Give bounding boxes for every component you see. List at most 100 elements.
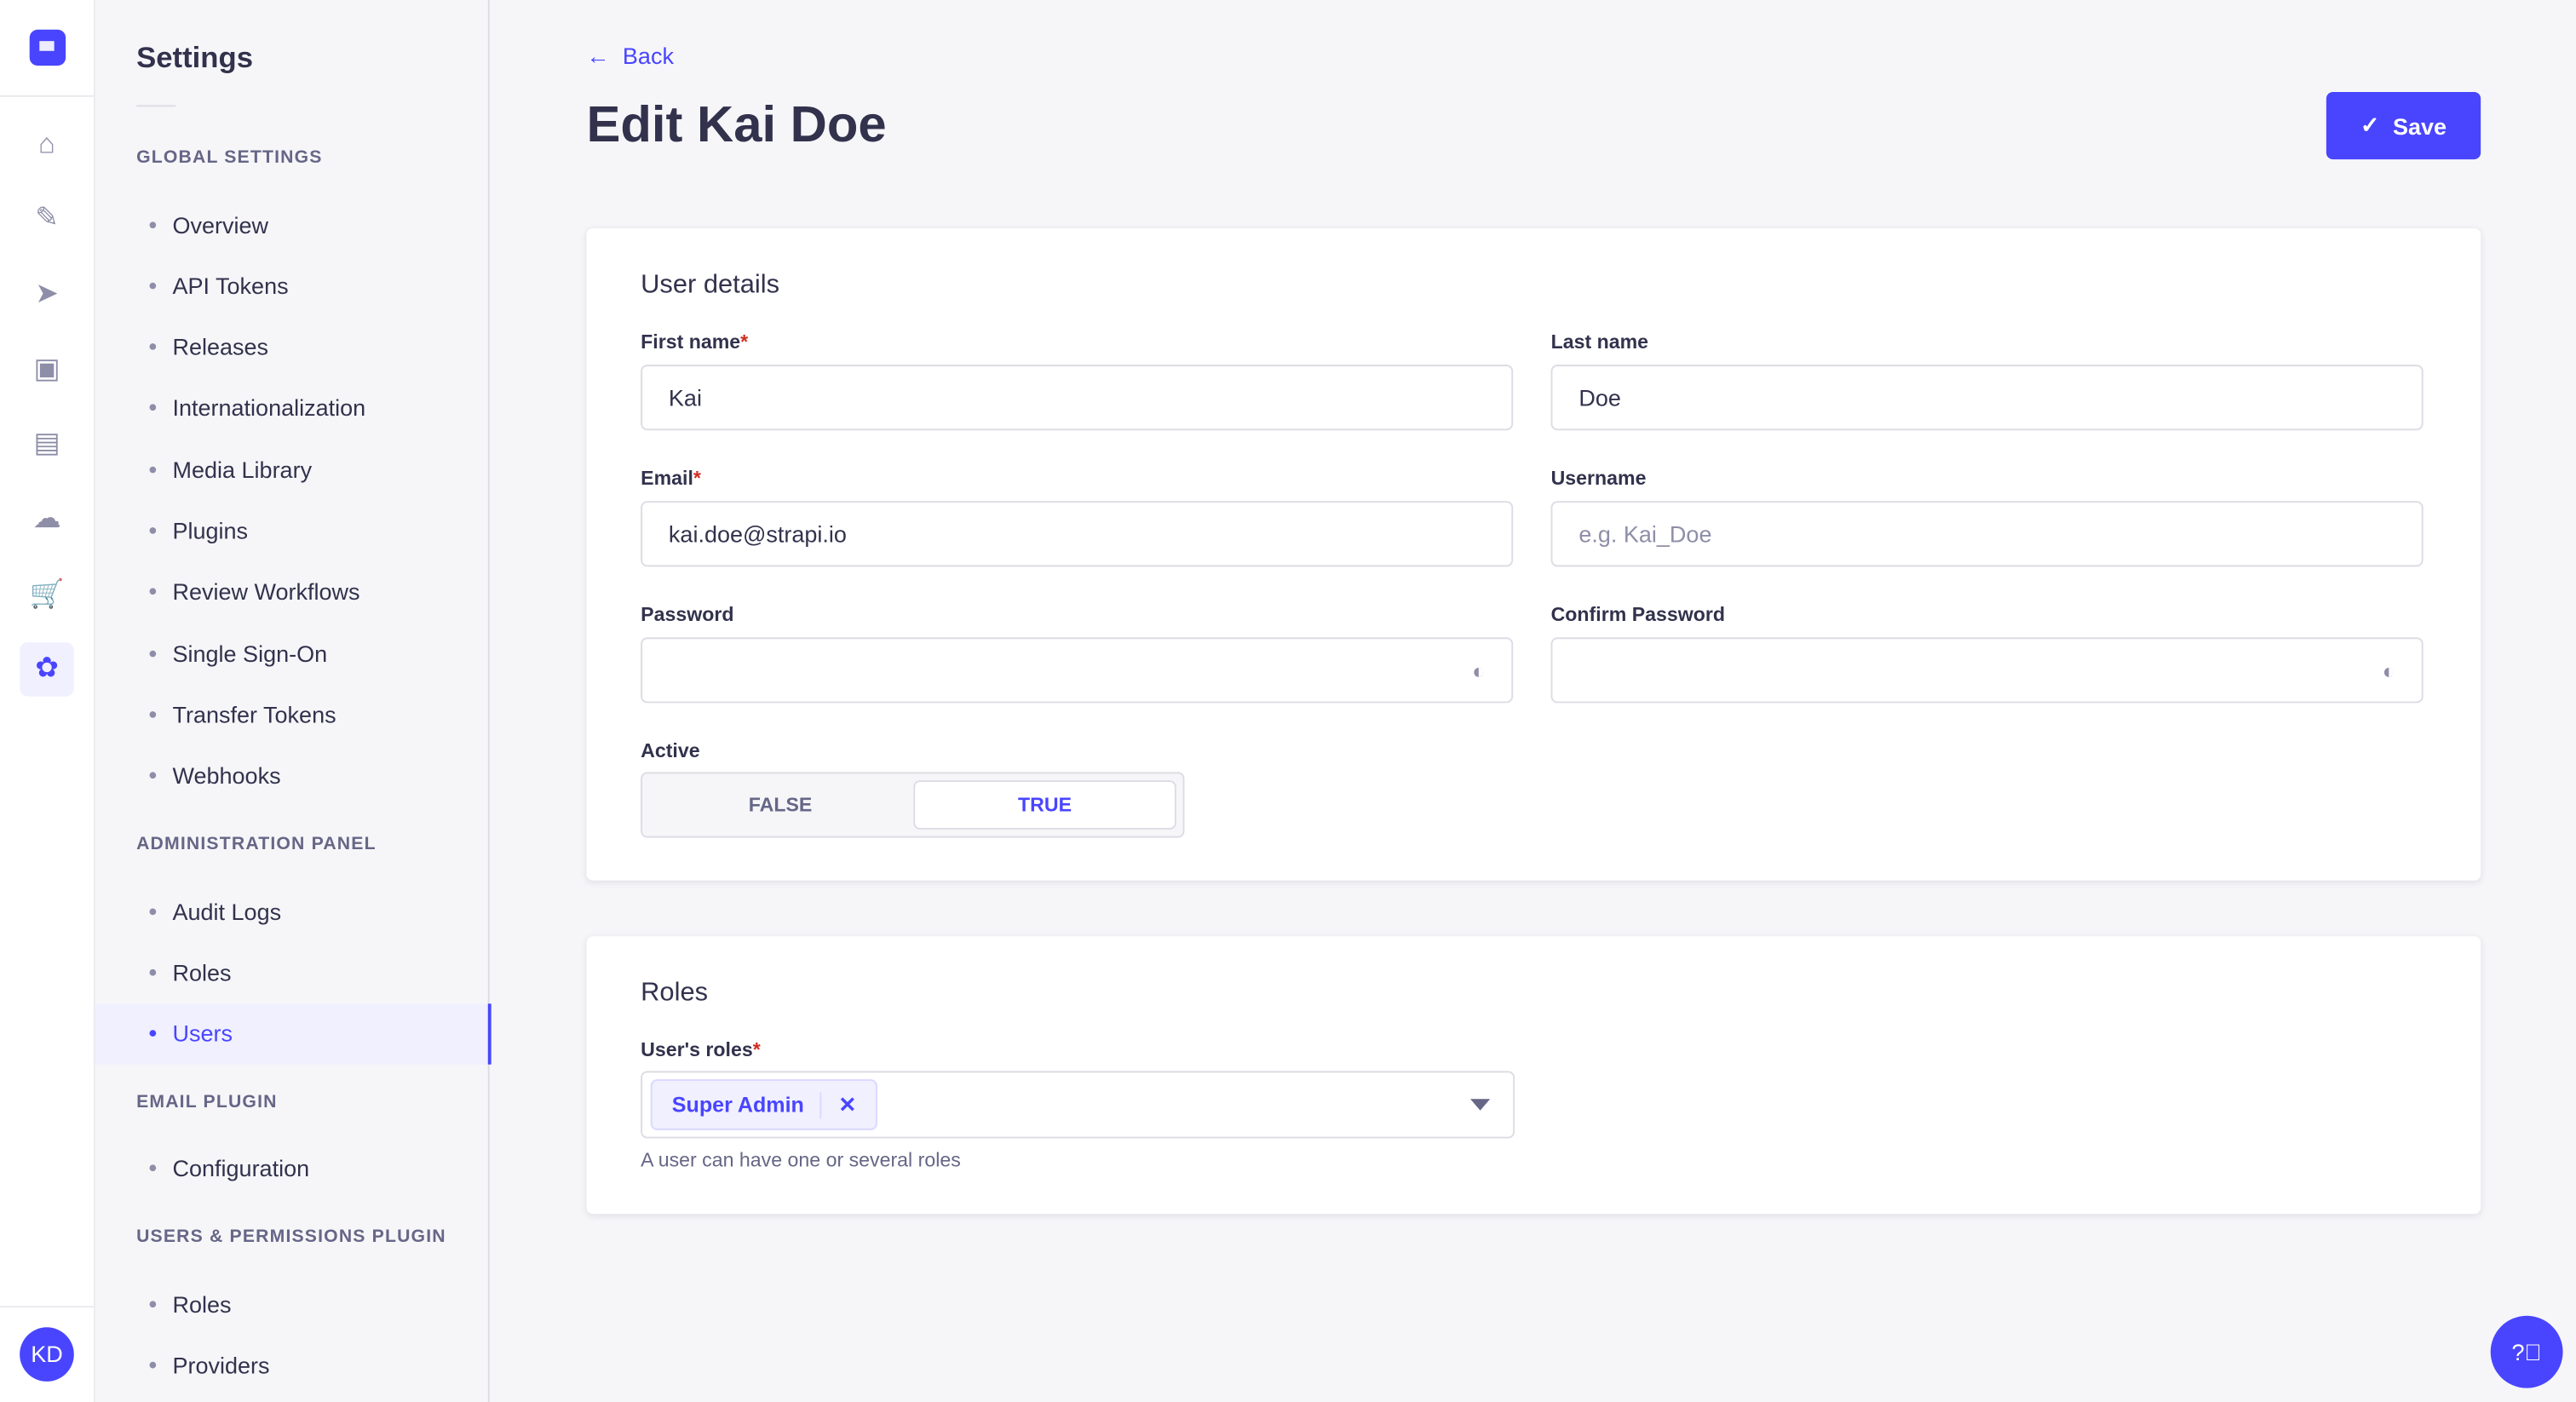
email-label: Email* [641,466,701,490]
username-label: Username [1550,466,1647,490]
subnav-item-label: Providers [172,1352,270,1379]
subnav-item-label: Audit Logs [172,897,282,924]
bullet-icon [149,527,157,534]
bullet-icon [149,1361,157,1369]
divider [136,105,176,107]
subnav-title: Settings [136,41,254,74]
password-input[interactable]: ◐ [641,637,1514,704]
divider [0,95,94,97]
subnav-item-providers[interactable]: Providers [95,1335,488,1395]
bullet-icon [149,710,157,718]
paper-plane-icon[interactable]: ➤ [35,277,59,309]
roles-label: User's roles* [641,1037,761,1061]
toggle-true[interactable]: TRUE [913,780,1176,830]
email-input[interactable]: kai.doe@strapi.io [641,501,1514,567]
subnav-item-label: Overview [172,210,269,238]
roles-hint: A user can have one or several roles [641,1148,961,1172]
subnav-item-label: Internationalization [172,394,366,422]
subnav-item-label: Webhooks [172,762,281,790]
cart-icon[interactable]: 🛒 [29,577,65,609]
subnav-item-label: Users [172,1020,233,1047]
subnav-section-label: EMAIL PLUGIN [136,1092,278,1112]
section-heading: Roles [641,979,709,1008]
subnav-item-audit-logs[interactable]: Audit Logs [95,881,488,941]
subnav-item-configuration[interactable]: Configuration [95,1138,488,1198]
subnav-item-overview[interactable]: Overview [95,194,488,255]
strapi-logo[interactable] [29,29,66,66]
subnav-section-label: ADMINISTRATION PANEL [136,834,377,854]
subnav-item-label: Roles [172,958,232,985]
subnav-item-roles[interactable]: Roles [95,1273,488,1334]
subnav-item-label: Roles [172,1290,232,1318]
subnav-item-review-workflows[interactable]: Review Workflows [95,561,488,622]
help-button[interactable]: ?⃝ [2490,1315,2563,1388]
subnav-item-webhooks[interactable]: Webhooks [95,745,488,806]
bullet-icon [149,343,157,350]
home-icon[interactable]: ⌂ [38,127,55,159]
subnav-item-label: API Tokens [172,272,289,299]
save-label: Save [2392,112,2447,139]
feather-icon[interactable]: ✎ [35,202,59,234]
bullet-icon [149,405,157,411]
bullet-icon [149,649,157,657]
active-label: Active [641,738,700,762]
subnav-item-plugins[interactable]: Plugins [95,500,488,560]
chevron-down-icon[interactable] [1470,1099,1491,1111]
roles-select[interactable]: Super Admin ✕ [641,1071,1515,1139]
subnav-item-single-sign-on[interactable]: Single Sign-On [95,623,488,683]
images-icon[interactable]: ▣ [33,352,60,384]
close-icon[interactable]: ✕ [838,1091,857,1117]
subnav-item-internationalization[interactable]: Internationalization [95,377,488,438]
bullet-icon [149,907,157,915]
arrow-left-icon: ← [586,43,610,69]
subnav-item-users[interactable]: Users [95,1003,492,1064]
save-button[interactable]: ✓ Save [2326,91,2481,160]
subnav-item-label: Plugins [172,517,249,544]
first-name-label: First name* [641,330,749,353]
bullet-icon [149,1300,157,1307]
confirm-password-input[interactable]: ◐ [1550,637,2424,704]
layout-icon[interactable]: ▤ [33,428,60,459]
subnav-item-label: Review Workflows [172,578,360,606]
eye-slash-icon[interactable]: ◐ [2382,658,2395,684]
subnav-item-label: Configuration [172,1155,310,1182]
question-icon: ?⃝ [2511,1338,2542,1365]
bullet-icon [149,1165,157,1172]
username-input[interactable]: e.g. Kai_Doe [1550,501,2424,567]
bullet-icon [149,589,157,595]
back-link[interactable]: ← Back [586,43,673,69]
subnav-item-transfer-tokens[interactable]: Transfer Tokens [95,684,488,744]
last-name-input[interactable]: Doe [1550,365,2424,431]
check-icon: ✓ [2360,112,2380,138]
section-heading: User details [641,271,780,299]
subnav-item-label: Media Library [172,456,313,483]
role-tag: Super Admin ✕ [650,1079,878,1130]
first-name-input[interactable]: Kai [641,365,1514,431]
back-label: Back [622,43,674,69]
bullet-icon [149,466,157,473]
subnav-item-label: Single Sign-On [172,640,328,667]
role-tag-label: Super Admin [671,1092,804,1118]
subnav-item-label: Transfer Tokens [172,701,336,728]
user-avatar[interactable]: KD [20,1326,74,1381]
page-title: Edit Kai Doe [586,95,887,153]
bullet-icon [149,1030,157,1037]
user-details-card: User details First name* Kai Last name D… [586,228,2481,881]
subnav-section-label: GLOBAL SETTINGS [136,147,323,168]
main-nav-rail: ⌂ ✎ ➤ ▣ ▤ ☁ 🛒 ✿ KD [0,0,95,1402]
cloud-icon[interactable]: ☁ [32,503,61,534]
subnav-item-releases[interactable]: Releases [95,316,488,376]
subnav-item-roles[interactable]: Roles [95,942,488,1003]
subnav-item-media-library[interactable]: Media Library [95,439,488,499]
toggle-false[interactable]: FALSE [748,793,813,817]
last-name-label: Last name [1550,330,1649,353]
eye-slash-icon[interactable]: ◐ [1472,658,1486,684]
settings-subnav: Settings GLOBAL SETTINGS Overview API Toke… [95,0,492,1402]
active-toggle[interactable]: FALSE TRUE [641,772,1185,838]
bullet-icon [149,968,157,976]
bullet-icon [149,282,157,290]
gear-icon[interactable]: ✿ [20,641,74,697]
password-label: Password [641,602,734,626]
subnav-item-api-tokens[interactable]: API Tokens [95,256,488,316]
roles-card: Roles User's roles* Super Admin ✕ A user… [586,936,2481,1215]
